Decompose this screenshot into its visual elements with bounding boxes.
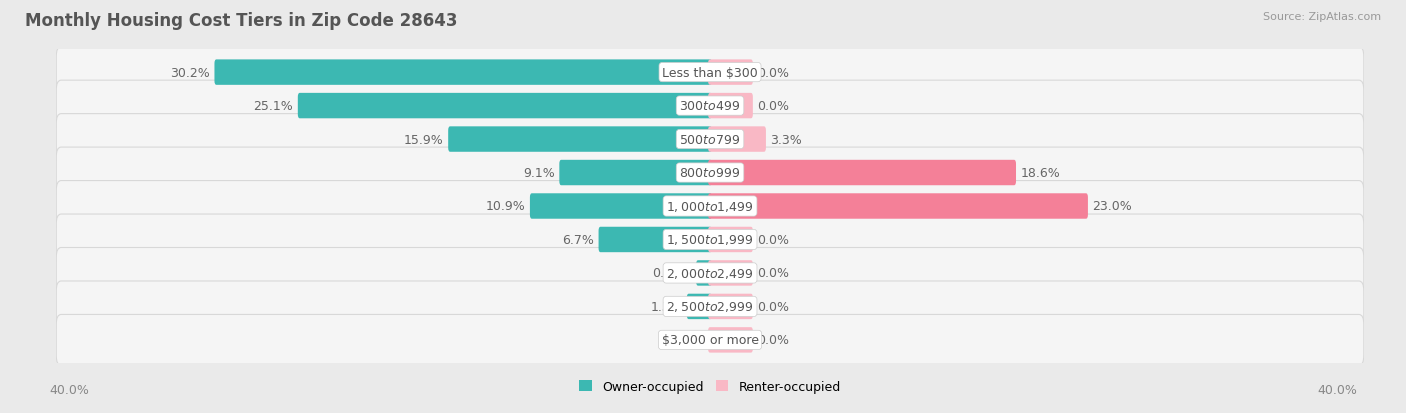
FancyBboxPatch shape (696, 261, 711, 286)
Text: 9.1%: 9.1% (523, 166, 555, 180)
FancyBboxPatch shape (709, 160, 1017, 186)
Text: 0.0%: 0.0% (758, 66, 789, 79)
Text: Source: ZipAtlas.com: Source: ZipAtlas.com (1263, 12, 1381, 22)
Text: 6.7%: 6.7% (562, 233, 593, 247)
Text: $1,500 to $1,999: $1,500 to $1,999 (666, 233, 754, 247)
FancyBboxPatch shape (709, 227, 752, 253)
FancyBboxPatch shape (560, 160, 711, 186)
Text: $500 to $799: $500 to $799 (679, 133, 741, 146)
Text: 18.6%: 18.6% (1021, 166, 1060, 180)
FancyBboxPatch shape (56, 181, 1364, 232)
Text: 40.0%: 40.0% (49, 384, 89, 396)
Text: 0.0%: 0.0% (758, 334, 789, 347)
FancyBboxPatch shape (709, 194, 1088, 219)
FancyBboxPatch shape (56, 248, 1364, 299)
FancyBboxPatch shape (56, 47, 1364, 98)
Text: 0.73%: 0.73% (652, 267, 692, 280)
FancyBboxPatch shape (215, 60, 711, 85)
Text: 40.0%: 40.0% (1317, 384, 1357, 396)
FancyBboxPatch shape (56, 214, 1364, 265)
Text: 15.9%: 15.9% (404, 133, 444, 146)
Text: 23.0%: 23.0% (1092, 200, 1132, 213)
FancyBboxPatch shape (56, 114, 1364, 165)
Text: 0.0%: 0.0% (758, 100, 789, 113)
Text: 0.0%: 0.0% (758, 300, 789, 313)
FancyBboxPatch shape (709, 60, 752, 85)
Text: $2,500 to $2,999: $2,500 to $2,999 (666, 300, 754, 313)
FancyBboxPatch shape (56, 81, 1364, 132)
Text: 10.9%: 10.9% (485, 200, 526, 213)
Text: 3.3%: 3.3% (770, 133, 803, 146)
Text: $300 to $499: $300 to $499 (679, 100, 741, 113)
Text: 25.1%: 25.1% (253, 100, 294, 113)
Text: 0.0%: 0.0% (758, 267, 789, 280)
Text: 0.0%: 0.0% (672, 334, 703, 347)
FancyBboxPatch shape (56, 148, 1364, 199)
Text: $2,000 to $2,499: $2,000 to $2,499 (666, 266, 754, 280)
FancyBboxPatch shape (686, 294, 711, 319)
FancyBboxPatch shape (709, 94, 752, 119)
FancyBboxPatch shape (298, 94, 711, 119)
Text: $1,000 to $1,499: $1,000 to $1,499 (666, 199, 754, 214)
FancyBboxPatch shape (599, 227, 711, 253)
FancyBboxPatch shape (709, 294, 752, 319)
FancyBboxPatch shape (709, 328, 752, 353)
FancyBboxPatch shape (56, 315, 1364, 366)
FancyBboxPatch shape (56, 281, 1364, 332)
FancyBboxPatch shape (709, 127, 766, 152)
Text: 1.3%: 1.3% (651, 300, 682, 313)
FancyBboxPatch shape (530, 194, 711, 219)
FancyBboxPatch shape (709, 261, 752, 286)
FancyBboxPatch shape (449, 127, 711, 152)
Text: 0.0%: 0.0% (758, 233, 789, 247)
Text: Monthly Housing Cost Tiers in Zip Code 28643: Monthly Housing Cost Tiers in Zip Code 2… (25, 12, 458, 30)
Text: Less than $300: Less than $300 (662, 66, 758, 79)
Text: 30.2%: 30.2% (170, 66, 209, 79)
Text: $800 to $999: $800 to $999 (679, 166, 741, 180)
Legend: Owner-occupied, Renter-occupied: Owner-occupied, Renter-occupied (575, 375, 845, 398)
Text: $3,000 or more: $3,000 or more (662, 334, 758, 347)
